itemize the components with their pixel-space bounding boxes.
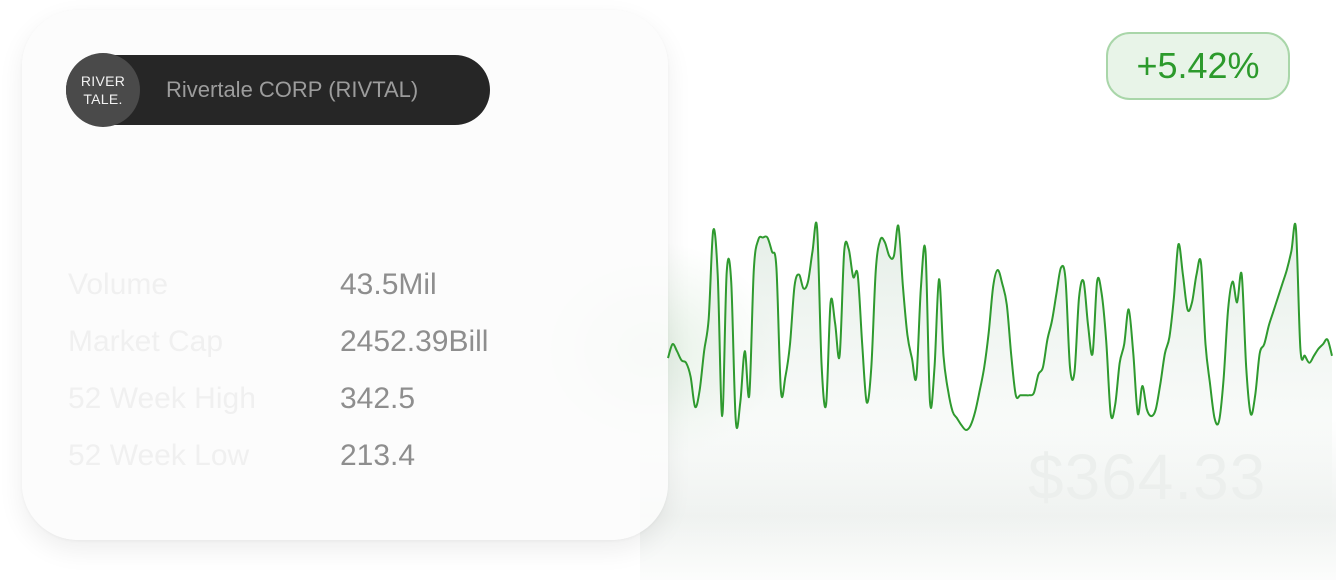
ticker-pill: RIVER TALE. Rivertale CORP (RIVTAL) — [66, 53, 490, 127]
logo-line-2: TALE. — [83, 91, 123, 107]
price-line — [667, 221, 1333, 431]
company-name: Rivertale CORP (RIVTAL) — [166, 77, 419, 102]
company-logo: RIVER TALE. — [66, 53, 140, 127]
stat-value: 2452.39Bill — [340, 325, 489, 358]
stat-label: Market Cap — [68, 325, 224, 358]
stat-label: 52 Week High — [68, 382, 256, 415]
stat-row-52-week-high: 52 Week High 342.5 — [68, 376, 588, 433]
change-value: +5.42% — [1136, 45, 1260, 86]
stat-row-volume: Volume 43.5Mil — [68, 262, 588, 319]
stats-list: Volume 43.5Mil Market Cap 2452.39Bill 52… — [68, 262, 588, 490]
price-area-fill — [668, 222, 1332, 560]
stat-row-52-week-low: 52 Week Low 213.4 — [68, 433, 588, 490]
change-badge: +5.42% — [1106, 32, 1290, 100]
stat-label: 52 Week Low — [68, 439, 250, 472]
stat-value: 43.5Mil — [340, 268, 437, 301]
stat-label: Volume — [68, 268, 169, 301]
current-price: $364.33 — [1028, 441, 1267, 513]
stat-value: 342.5 — [340, 382, 416, 415]
logo-line-1: RIVER — [80, 73, 126, 89]
stat-row-market-cap: Market Cap 2452.39Bill — [68, 319, 588, 376]
stat-value: 213.4 — [340, 439, 416, 472]
